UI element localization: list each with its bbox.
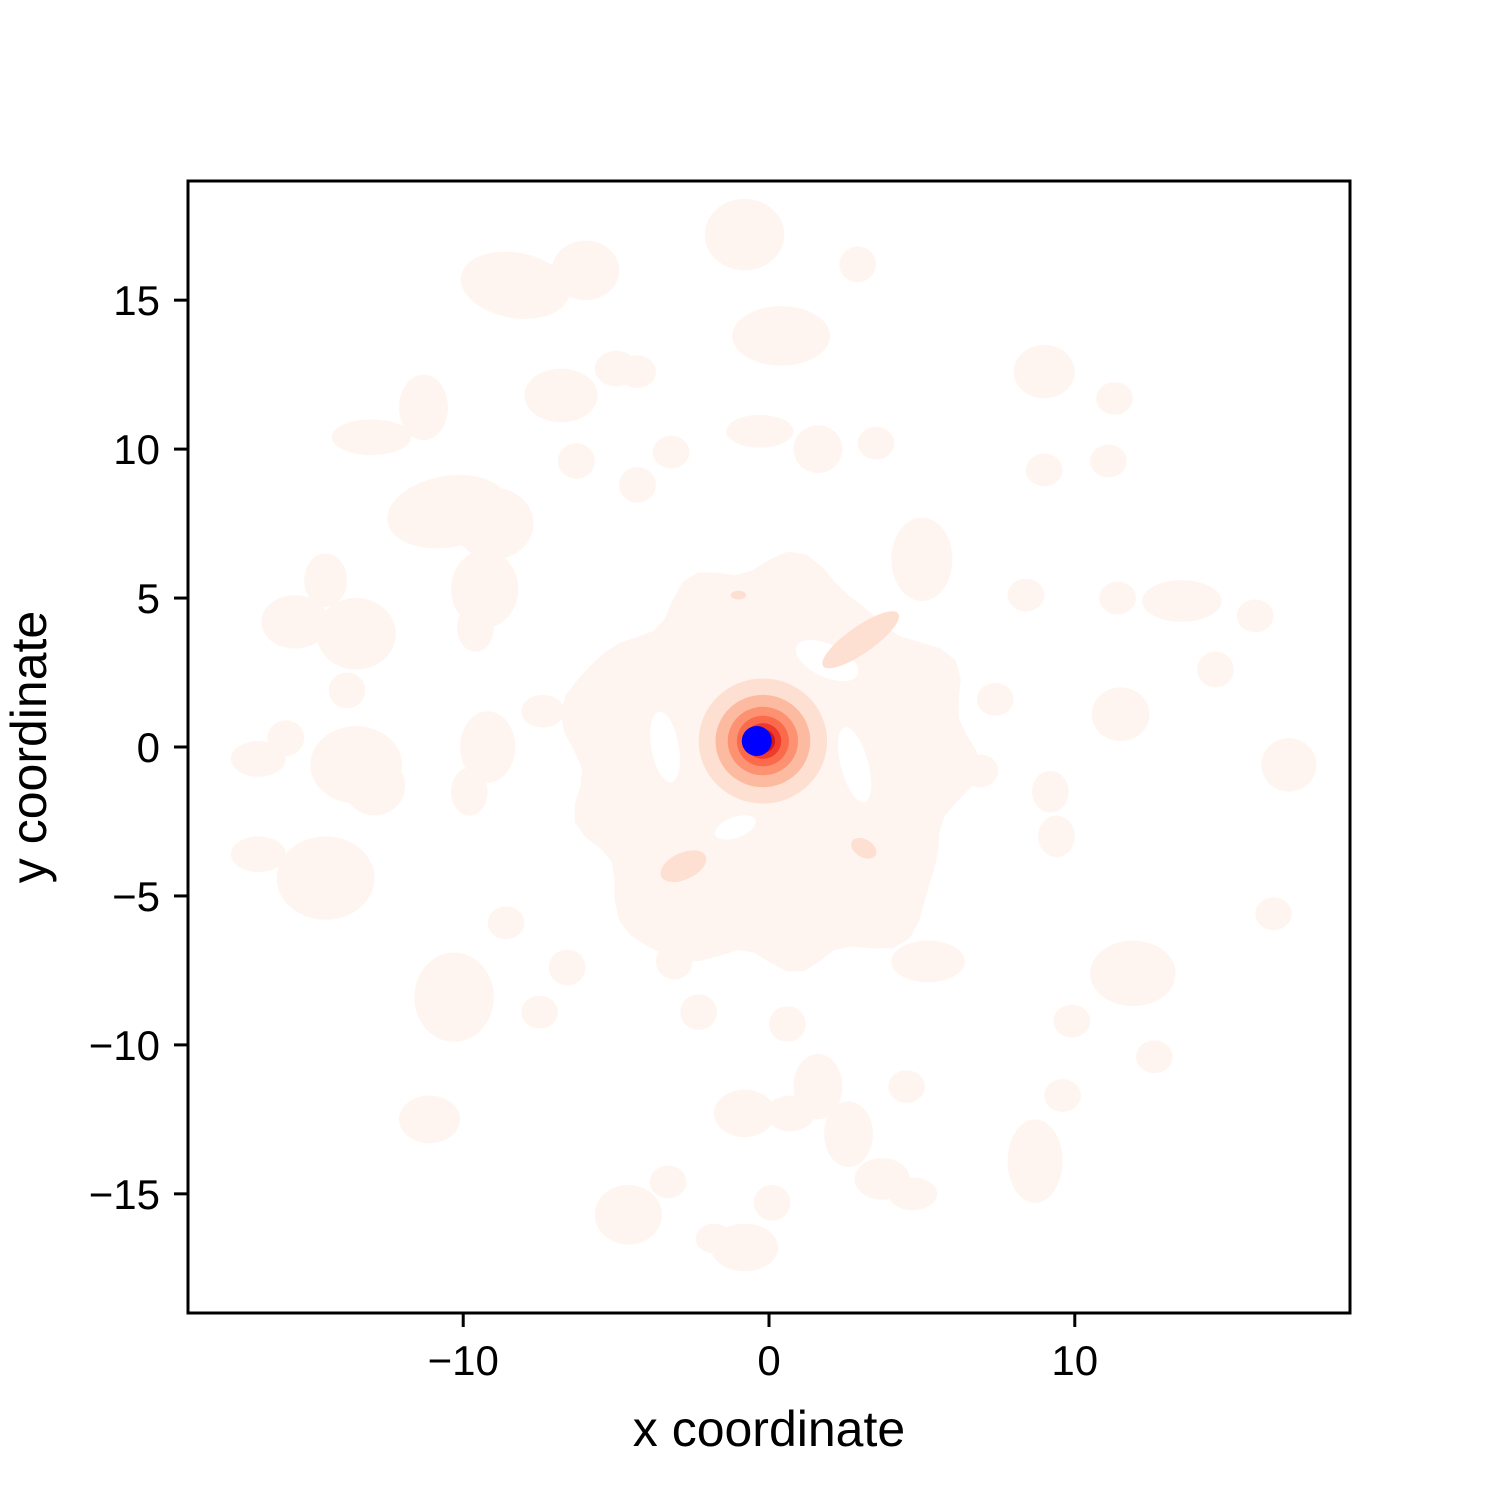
density-blob [1007,1119,1063,1203]
x-axis-title: x coordinate [633,1401,905,1457]
density-blob [704,198,785,271]
density-blob [1053,1004,1091,1038]
density-blob [460,251,570,319]
density-hole [650,711,680,783]
density-blob [857,426,895,460]
density-blob [793,425,843,473]
density-streak [851,837,877,859]
density-blob [1255,897,1292,931]
density-blob [524,368,598,423]
density-blob [1031,770,1069,813]
y-tick-label: 0 [137,724,160,771]
density-blob [1135,1040,1173,1074]
density-blob [1044,1079,1081,1112]
density-blob [713,1089,776,1138]
density-blob [769,1006,806,1042]
density-blob [1261,738,1317,792]
density-blob [1038,815,1075,858]
density-blob [765,1095,815,1132]
density-blob [1236,599,1274,633]
density-blob [1090,444,1127,478]
density-blob [398,1095,461,1144]
y-tick-label: −15 [89,1171,160,1218]
density-blob [649,1165,687,1199]
density-blob [594,1184,662,1245]
density-blob [1099,581,1136,615]
density-blob [551,240,620,301]
density-blob [695,1223,733,1254]
density-blob [888,1070,925,1103]
density-blob [304,553,348,607]
x-tick-label: −10 [428,1337,499,1384]
x-tick-label: 10 [1051,1337,1098,1384]
y-axis-title: y coordinate [1,611,57,883]
density-blob [331,419,412,456]
x-tick-label: 0 [757,1337,780,1384]
density-blob [753,1184,791,1221]
density-blob [891,940,965,983]
density-blob [343,755,406,816]
density-blob [328,672,366,709]
density-streak [660,850,707,883]
density-streak [730,590,747,600]
density-blob [450,767,488,816]
density-blob [521,694,565,728]
density-blob [558,443,595,479]
y-tick-label: 5 [137,575,160,622]
density-blob [824,1101,873,1168]
density-blob [1090,940,1176,1007]
density-blob [398,374,448,441]
y-tick-label: −5 [112,873,160,920]
density-blob [1007,578,1045,612]
density-blob [454,487,534,560]
density-blob [230,741,286,777]
density-blob [1096,382,1133,415]
density-blob [267,720,305,756]
density-blob [839,246,877,283]
marker-layer [741,726,772,757]
density-blob [230,836,286,873]
density-blob [316,598,396,670]
density-blob [732,306,831,366]
density-blob [1197,651,1234,688]
density-blob [487,906,525,940]
density-blob [414,952,494,1042]
density-blob [888,1177,938,1211]
density-blob [976,682,1014,716]
density-blob [619,355,656,389]
density-hole [837,727,872,803]
density-blob [1091,687,1150,742]
y-tick-label: −10 [89,1022,160,1069]
density-blob [1013,344,1075,399]
density-blob [1142,580,1222,622]
y-tick-label: 15 [113,277,160,324]
density-blob [548,949,586,986]
density-blob [726,414,794,448]
density-blob [680,994,718,1030]
density-blob [276,836,375,920]
x-axis: −10 0 10 [428,1313,1098,1384]
density-blob [619,466,656,503]
y-tick-label: 10 [113,426,160,473]
density-blob [1025,453,1063,487]
density-blob [652,435,690,469]
density-blob [457,604,494,652]
density-hole [714,815,756,840]
y-axis: −15 −10 −5 0 5 10 15 [89,277,188,1218]
density-streak [822,611,900,669]
marker-point [741,726,772,757]
density-blob [521,995,559,1029]
density-blob [891,517,953,602]
density-blob [261,595,329,649]
density-blob [460,711,516,783]
